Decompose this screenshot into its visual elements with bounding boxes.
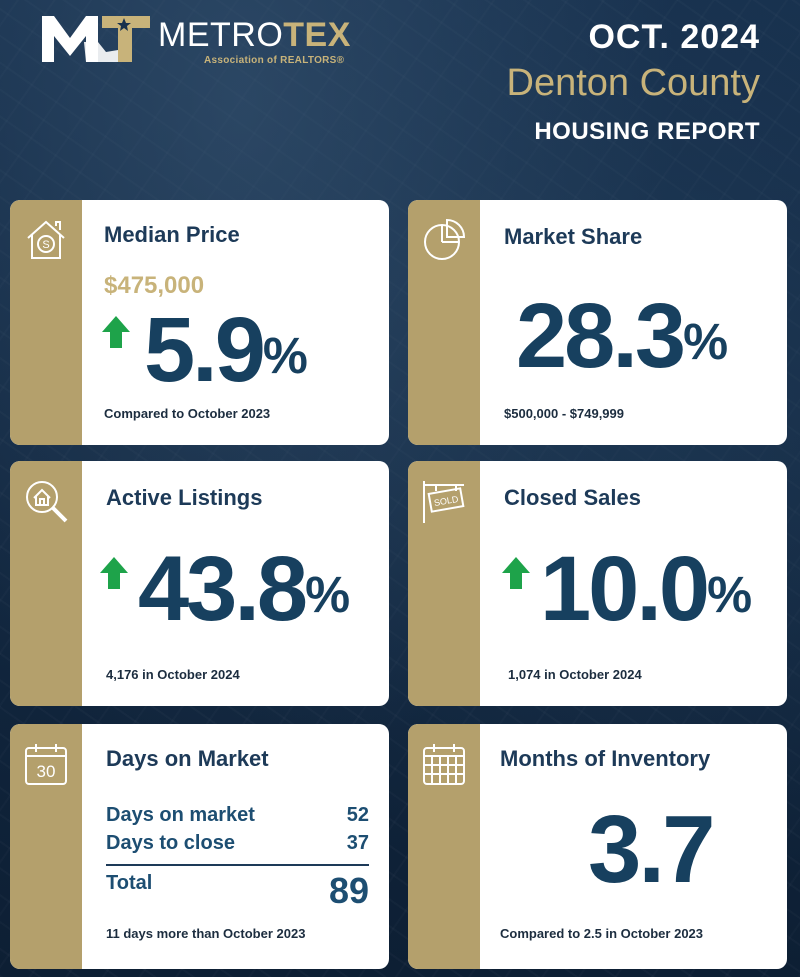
report-date: OCT. 2024	[588, 18, 760, 56]
months-inventory-title: Months of Inventory	[500, 746, 711, 771]
market-share-note: $500,000 - $749,999	[504, 406, 624, 421]
metrotex-logo-mark-icon	[42, 16, 150, 62]
days-on-market-row-label: Days on market	[106, 804, 255, 826]
closed-sales-note: 1,074 in October 2024	[508, 667, 642, 682]
days-on-market-row-value: 52	[346, 804, 369, 826]
report-title: HOUSING REPORT	[534, 118, 760, 145]
market-share-card: Market Share 28.3% $500,000 - $749,999	[408, 200, 787, 445]
svg-text:S: S	[42, 239, 49, 251]
svg-text:SOLD: SOLD	[433, 494, 459, 508]
card-accent-strip	[10, 200, 82, 445]
up-arrow-icon	[102, 316, 130, 348]
days-on-market-card: 30 Days on Market Days on market 52 Days…	[10, 724, 389, 969]
card-accent-strip	[408, 461, 480, 706]
card-accent-strip	[10, 724, 82, 969]
total-label: Total	[106, 872, 153, 894]
market-share-value: 28.3%	[516, 285, 729, 387]
active-listings-card: Active Listings 43.8% 4,176 in October 2…	[10, 461, 389, 706]
pie-chart-icon	[424, 218, 466, 260]
total-divider	[106, 864, 369, 866]
card-accent-strip	[408, 200, 480, 445]
months-inventory-card: Months of Inventory 3.7 Compared to 2.5 …	[408, 724, 787, 969]
median-price-value: $475,000	[104, 272, 205, 299]
logo-subtitle: Association of REALTORS®	[204, 55, 345, 66]
county-name: Denton County	[506, 62, 761, 104]
report-header: METROTEX Association of REALTORS® OCT. 2…	[0, 0, 800, 190]
house-dollar-icon: S	[27, 220, 65, 259]
active-listings-title: Active Listings	[106, 485, 263, 510]
sold-sign-icon: SOLD	[423, 481, 465, 523]
calendar-grid-icon	[423, 744, 465, 785]
up-arrow-icon	[100, 557, 128, 589]
card-accent-strip	[10, 461, 82, 706]
days-on-market-title: Days on Market	[106, 746, 269, 771]
median-price-card: S Median Price $475,000 5.9% Compared to…	[10, 200, 389, 445]
closed-sales-change: 10.0%	[540, 538, 753, 640]
active-listings-note: 4,176 in October 2024	[106, 667, 240, 682]
up-arrow-icon	[502, 557, 530, 589]
svg-text:30: 30	[37, 762, 56, 781]
median-price-title: Median Price	[104, 222, 240, 247]
median-price-note: Compared to October 2023	[104, 406, 271, 421]
calendar-30-icon: 30	[25, 744, 67, 785]
house-search-icon	[26, 481, 68, 523]
days-to-close-row-label: Days to close	[106, 832, 235, 854]
metrotex-logo: METROTEX Association of REALTORS®	[40, 12, 370, 68]
months-inventory-value: 3.7	[588, 796, 715, 903]
months-inventory-note: Compared to 2.5 in October 2023	[500, 926, 704, 941]
closed-sales-card: SOLD Closed Sales 10.0% 1,074 in October…	[408, 461, 787, 706]
logo-wordmark: METROTEX	[158, 16, 351, 54]
total-value: 89	[328, 870, 369, 911]
market-share-title: Market Share	[504, 224, 643, 249]
median-price-change: 5.9%	[144, 299, 308, 401]
days-on-market-note: 11 days more than October 2023	[106, 926, 306, 941]
closed-sales-title: Closed Sales	[504, 485, 641, 510]
active-listings-change: 43.8%	[138, 538, 351, 640]
days-to-close-row-value: 37	[346, 832, 369, 854]
